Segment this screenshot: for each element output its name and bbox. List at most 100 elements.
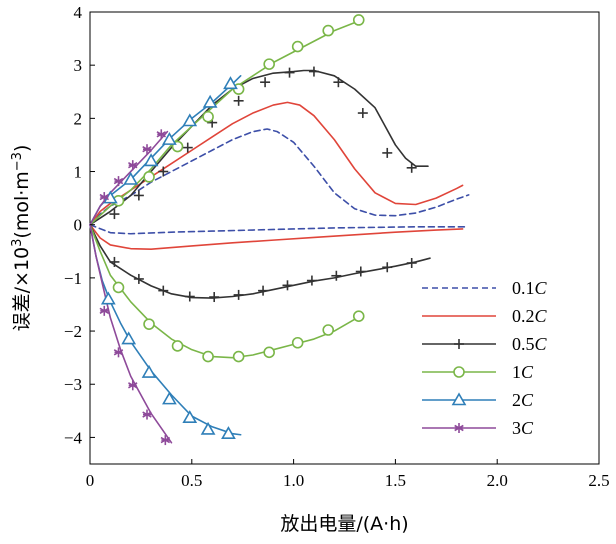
data-point — [182, 113, 198, 127]
y-axis-title-unit-exp: −3 — [10, 152, 25, 171]
series-0_5C — [89, 69, 431, 299]
data-point — [160, 435, 171, 446]
data-point — [143, 171, 155, 183]
y-tick-label: 3 — [74, 56, 83, 75]
x-axis: 0 0.5 1.0 1.5 2.0 2.5 — [86, 459, 610, 490]
data-point — [158, 166, 169, 177]
data-point — [143, 153, 159, 167]
series-line — [89, 128, 470, 226]
data-point — [121, 331, 137, 345]
y-tick-label: −3 — [64, 375, 82, 394]
data-point — [133, 273, 144, 284]
y-axis-title-unit: (mol·m — [11, 171, 33, 238]
data-point — [133, 190, 144, 201]
data-point — [260, 77, 271, 88]
y-axis-title-exp: 3 — [10, 239, 25, 247]
legend-item: 0.5C — [422, 334, 548, 354]
data-point — [223, 76, 238, 90]
series-layer — [89, 19, 470, 444]
data-point — [202, 350, 214, 363]
x-tick-label: 2.0 — [487, 471, 508, 490]
legend-item: 0.1C — [422, 278, 548, 298]
data-point — [406, 162, 417, 173]
data-point — [352, 14, 365, 26]
data-point — [284, 67, 295, 78]
data-point — [355, 266, 366, 277]
legend-label: 2C — [512, 390, 534, 410]
data-point — [282, 280, 293, 291]
y-axis-title-main: 误差/×10 — [11, 247, 33, 332]
data-point — [162, 132, 177, 145]
data-point — [142, 409, 152, 420]
series-line — [89, 223, 431, 299]
legend-item: 1C — [422, 362, 534, 382]
data-point — [143, 318, 155, 330]
x-axis-title: 放出电量/(A·h) — [280, 513, 408, 535]
data-point — [128, 160, 138, 171]
series-line — [89, 19, 360, 226]
y-tick-label: −2 — [64, 322, 82, 341]
y-tick-label: 1 — [74, 163, 83, 182]
data-point — [209, 292, 220, 303]
data-point — [171, 340, 184, 352]
y-tick-label: 4 — [74, 3, 83, 22]
data-point — [109, 209, 120, 220]
legend-item: 3C — [422, 418, 534, 438]
series-line — [89, 69, 429, 226]
series-line — [89, 223, 464, 250]
y-tick-label: 2 — [74, 109, 83, 128]
data-point — [454, 423, 464, 433]
data-point — [333, 77, 344, 88]
legend-label: 0.2C — [512, 306, 548, 326]
data-point — [233, 289, 244, 300]
legend: 0.1C 0.2C 0.5C 1C 2C 3C — [422, 278, 548, 438]
data-point — [291, 336, 304, 349]
data-point — [113, 176, 124, 187]
data-point — [453, 366, 465, 378]
data-point — [233, 95, 244, 106]
series-line — [89, 223, 468, 235]
data-point — [308, 66, 319, 77]
data-point — [113, 347, 124, 358]
data-point — [306, 275, 317, 286]
legend-label: 1C — [512, 362, 534, 382]
data-point — [184, 291, 195, 302]
data-point — [158, 285, 169, 296]
series-1C — [89, 19, 364, 359]
marker-layer — [99, 14, 417, 446]
legend-item: 0.2C — [422, 306, 548, 326]
data-point — [109, 256, 120, 267]
legend-item: 2C — [422, 390, 534, 410]
data-point — [156, 129, 166, 140]
data-point — [202, 110, 214, 123]
x-tick-label: 1.5 — [385, 471, 406, 490]
plot-frame — [89, 11, 600, 465]
y-axis: −4 −3 −2 −1 0 1 2 3 4 — [64, 3, 95, 447]
y-tick-label: 0 — [74, 216, 83, 235]
y-axis-title: 误差/×103(mol·m−3) — [10, 145, 33, 332]
data-point — [263, 58, 275, 70]
data-point — [112, 281, 125, 294]
plot-area — [89, 11, 600, 465]
data-point — [406, 257, 417, 268]
data-point — [221, 426, 236, 439]
data-point — [123, 171, 139, 185]
data-point — [357, 108, 368, 119]
data-point — [382, 147, 393, 158]
y-axis-title-close: ) — [11, 145, 33, 152]
legend-label: 3C — [512, 418, 534, 438]
data-point — [141, 364, 157, 378]
legend-label: 0.5C — [512, 334, 548, 354]
data-point — [232, 350, 245, 363]
x-tick-label: 0 — [86, 471, 95, 490]
data-point — [451, 392, 467, 406]
data-point — [454, 339, 464, 349]
data-point — [99, 192, 109, 203]
data-point — [291, 40, 304, 53]
data-point — [200, 421, 216, 435]
x-tick-label: 2.5 — [588, 471, 609, 490]
data-point — [331, 270, 342, 281]
data-point — [352, 310, 365, 322]
data-point — [382, 262, 393, 273]
